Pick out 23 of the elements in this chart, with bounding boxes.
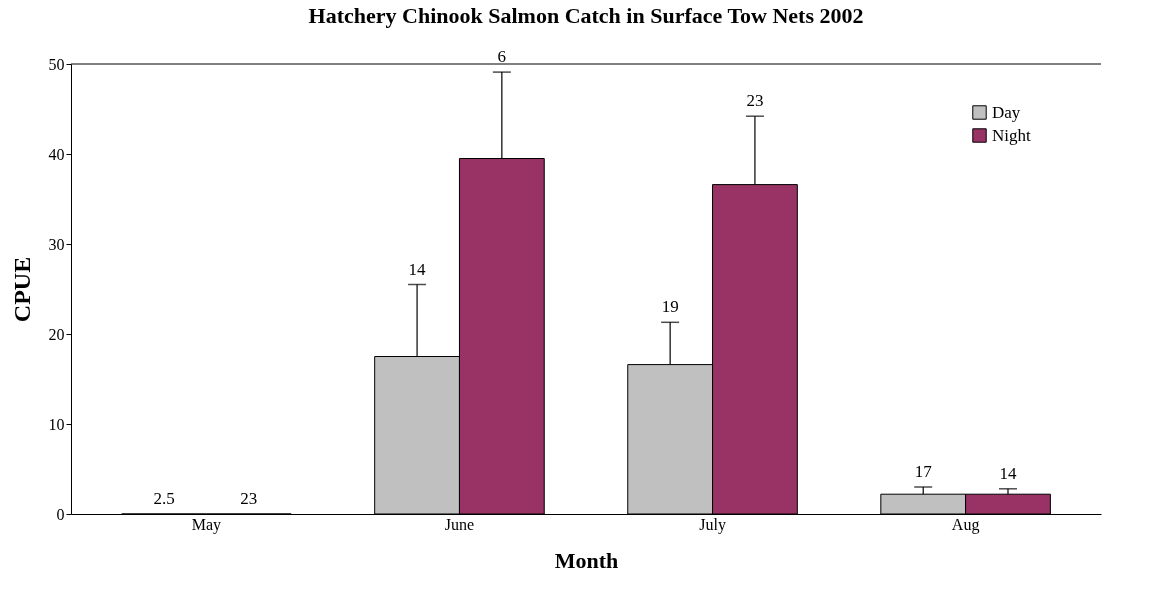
y-tick-label: 40 — [48, 145, 65, 163]
x-tick-label: July — [699, 515, 726, 534]
annotation: 2.5 — [153, 489, 175, 508]
x-tick-label: May — [191, 515, 222, 534]
legend-label: Day — [992, 102, 1021, 122]
chart-title: Hatchery Chinook Salmon Catch in Surface Tow Nets 2002 — [308, 3, 864, 29]
annotation: 6 — [497, 47, 507, 67]
y-tick-label: 20 — [48, 325, 65, 343]
y-tick-label: 0 — [56, 505, 65, 523]
annotation: 14 — [408, 259, 427, 279]
annotation: 14 — [999, 463, 1017, 483]
y-axis-title: CPUE — [8, 256, 35, 323]
annotation: 17 — [914, 462, 933, 481]
x-tick-label: Aug — [951, 515, 980, 534]
x-axis-title: Month — [554, 547, 619, 573]
legend-label: Night — [992, 125, 1031, 145]
y-tick-label: 10 — [48, 415, 65, 433]
annotation: 23 — [240, 489, 258, 508]
y-tick-label: 30 — [48, 235, 65, 253]
annotation: 19 — [661, 297, 679, 317]
annotation: 23 — [746, 91, 764, 111]
y-tick-label: 50 — [48, 55, 65, 73]
x-tick-label: June — [444, 515, 475, 533]
